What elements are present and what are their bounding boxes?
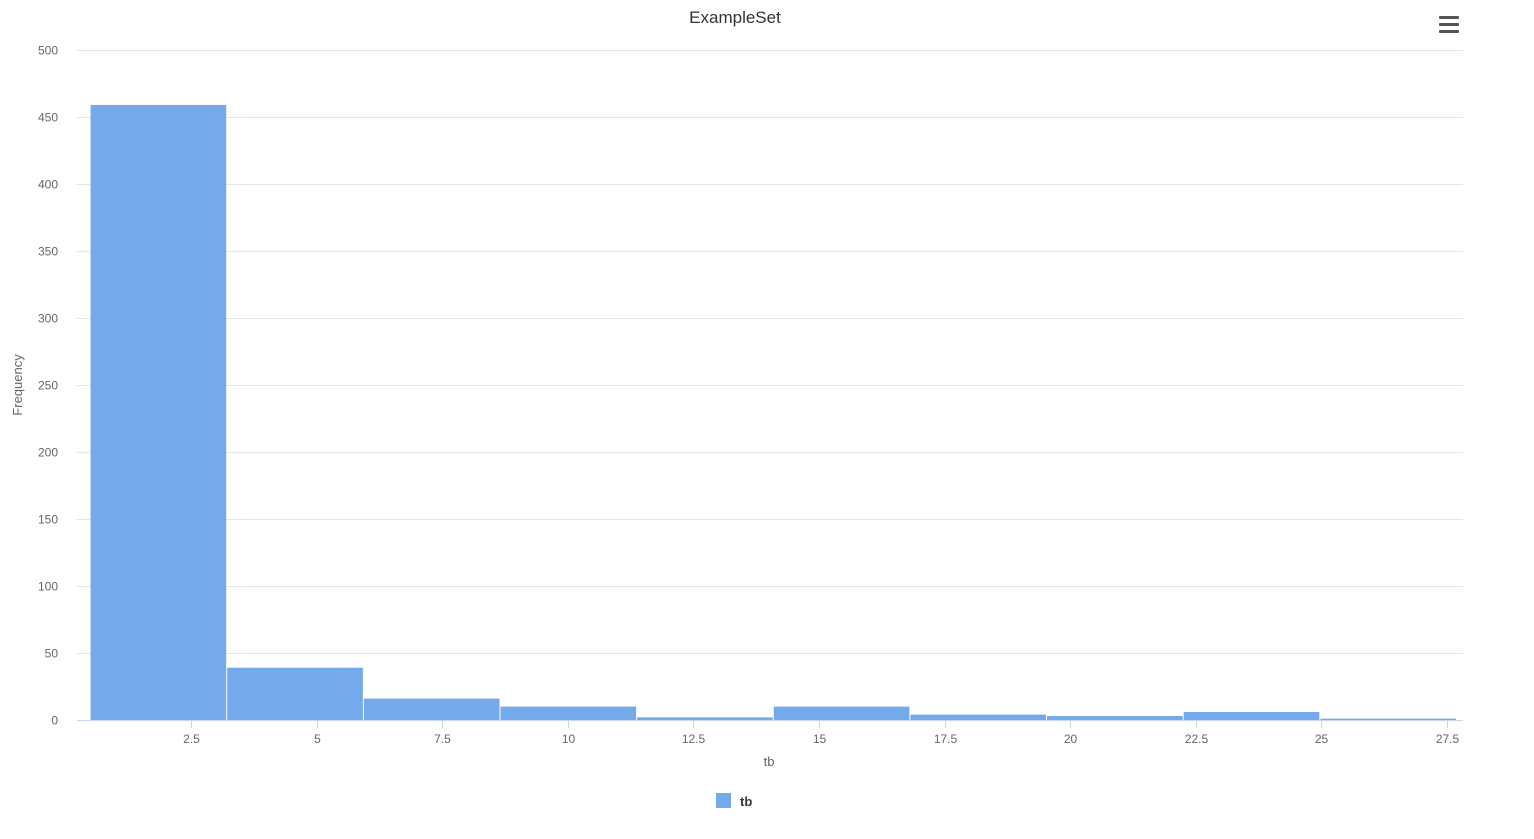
axes: 0 50 100 150 200 250 300 350 400 450 500 2.5 5 7.5 10 1… [38, 44, 1463, 746]
x-tick-label: 27.5 [1436, 732, 1460, 746]
y-tick-label: 50 [45, 647, 59, 661]
y-tick-label: 400 [38, 178, 58, 192]
histogram-bar [1183, 711, 1320, 720]
histogram-bar [637, 717, 773, 720]
y-tick-label: 200 [38, 446, 58, 460]
y-tick-label: 300 [38, 312, 58, 326]
x-axis-title: tb [764, 754, 775, 769]
x-tick-label: 22.5 [1185, 732, 1209, 746]
y-tick-label: 150 [38, 513, 58, 527]
legend-label[interactable]: tb [740, 794, 752, 809]
histogram-bar [1320, 718, 1456, 720]
histogram-bar [500, 706, 637, 720]
x-tick-label: 5 [314, 732, 321, 746]
grid-lines [77, 50, 1463, 654]
chart-title: ExampleSet [689, 8, 781, 27]
y-tick-label: 350 [38, 245, 58, 259]
x-tick-label: 17.5 [934, 732, 958, 746]
x-tick-label: 12.5 [682, 732, 706, 746]
histogram-bar [363, 698, 500, 720]
histogram-bar [90, 104, 227, 720]
legend[interactable]: tb [716, 793, 752, 809]
x-tick-label: 15 [813, 732, 827, 746]
x-tick-label: 2.5 [183, 732, 200, 746]
x-tick-label: 20 [1064, 732, 1078, 746]
hamburger-menu-icon[interactable] [1432, 10, 1466, 40]
histogram-bar [227, 667, 363, 720]
y-tick-label: 450 [38, 111, 58, 125]
legend-swatch [716, 793, 731, 808]
y-tick-label: 250 [38, 379, 58, 393]
histogram-bar [1047, 715, 1183, 720]
x-tick-label: 7.5 [434, 732, 451, 746]
y-axis-title: Frequency [10, 354, 25, 416]
y-tick-label: 0 [51, 714, 58, 728]
y-tick-label: 100 [38, 580, 58, 594]
histogram-bar [910, 714, 1047, 720]
x-tick-label: 10 [562, 732, 576, 746]
x-tick-label: 25 [1315, 732, 1329, 746]
histogram-bar [773, 706, 910, 720]
y-tick-label: 500 [38, 44, 58, 58]
bars [90, 104, 1456, 720]
